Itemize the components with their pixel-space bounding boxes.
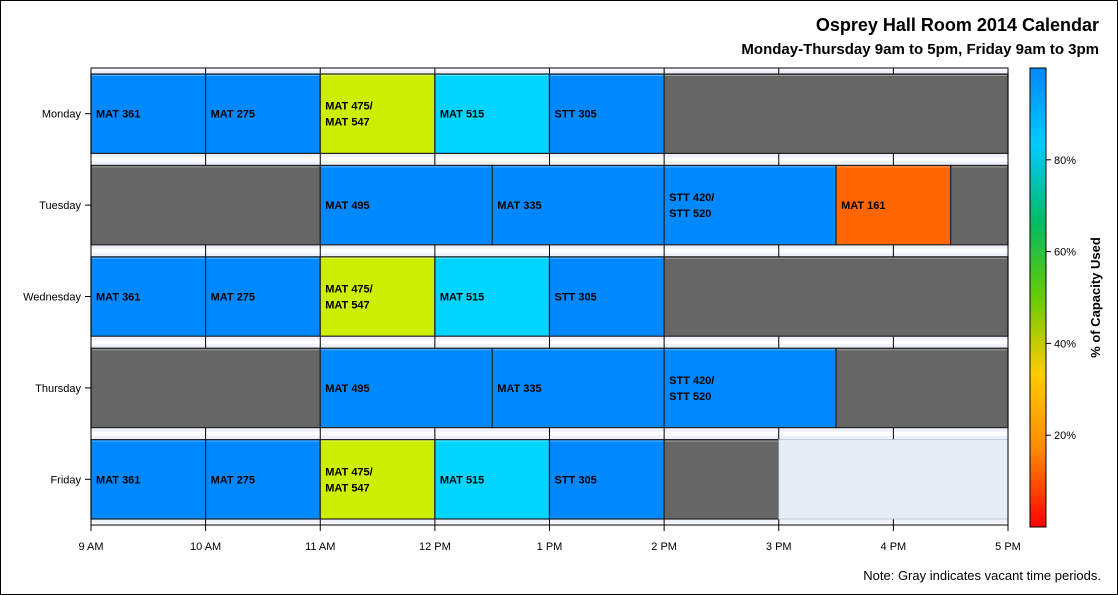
block-label: MAT 515 bbox=[440, 292, 484, 304]
block-label: STT 520 bbox=[669, 391, 711, 403]
x-tick-label: 5 PM bbox=[995, 541, 1021, 553]
x-tick-label: 3 PM bbox=[766, 541, 792, 553]
y-tick-label: Monday bbox=[42, 109, 82, 121]
block-label: MAT 475/ bbox=[325, 284, 372, 296]
vacant-block bbox=[90, 164, 321, 246]
colorbar-tick-label: 40% bbox=[1054, 338, 1076, 350]
vacant-block bbox=[950, 164, 1009, 246]
colorbar-tick-label: 20% bbox=[1054, 430, 1076, 442]
chart-subtitle: Monday-Thursday 9am to 5pm, Friday 9am t… bbox=[741, 41, 1099, 58]
x-tick-label: 12 PM bbox=[419, 541, 451, 553]
class-block bbox=[434, 439, 551, 520]
class-block bbox=[548, 73, 665, 155]
vacant-block bbox=[835, 347, 1009, 429]
block-label: STT 520 bbox=[669, 208, 711, 220]
block-label: STT 305 bbox=[555, 109, 597, 121]
block-label: MAT 275 bbox=[211, 109, 255, 121]
block-label: MAT 547 bbox=[325, 482, 369, 494]
block-label: MAT 475/ bbox=[325, 101, 372, 113]
y-tick-label: Friday bbox=[50, 474, 81, 486]
block-label: MAT 275 bbox=[211, 292, 255, 304]
vacant-block bbox=[663, 256, 1009, 337]
vacant-block bbox=[90, 347, 321, 429]
block-label: MAT 515 bbox=[440, 109, 484, 121]
y-tick-label: Thursday bbox=[35, 383, 81, 395]
x-tick-label: 2 PM bbox=[651, 541, 677, 553]
block-label: MAT 475/ bbox=[325, 466, 372, 478]
vacant-block bbox=[663, 439, 780, 520]
colorbar-title: % of Capacity Used bbox=[1088, 237, 1103, 358]
y-tick-label: Tuesday bbox=[39, 200, 81, 212]
class-block bbox=[319, 439, 436, 520]
y-tick-label: Wednesday bbox=[23, 292, 81, 304]
block-label: STT 420/ bbox=[669, 192, 714, 204]
class-block bbox=[205, 256, 321, 337]
class-block bbox=[319, 73, 436, 155]
class-block bbox=[90, 439, 207, 520]
x-tick-label: 1 PM bbox=[537, 541, 563, 553]
x-tick-label: 4 PM bbox=[881, 541, 907, 553]
class-block bbox=[663, 164, 837, 246]
vacant-block bbox=[663, 73, 1009, 155]
class-block bbox=[205, 73, 321, 155]
class-block bbox=[548, 256, 665, 337]
block-label: MAT 547 bbox=[325, 117, 369, 129]
block-label: STT 420/ bbox=[669, 375, 714, 387]
class-block bbox=[90, 256, 207, 337]
x-tick-label: 10 AM bbox=[190, 541, 221, 553]
block-label: MAT 361 bbox=[96, 474, 140, 486]
x-tick-label: 11 AM bbox=[305, 541, 335, 553]
block-label: MAT 275 bbox=[211, 474, 255, 486]
class-block bbox=[434, 256, 551, 337]
chart-title: Osprey Hall Room 2014 Calendar bbox=[815, 15, 1099, 35]
block-label: MAT 361 bbox=[96, 292, 140, 304]
class-block bbox=[663, 347, 837, 429]
colorbar bbox=[1029, 67, 1047, 528]
block-label: MAT 335 bbox=[497, 383, 541, 395]
class-block bbox=[491, 164, 665, 246]
class-block bbox=[319, 256, 436, 337]
colorbar-tick-label: 60% bbox=[1054, 247, 1076, 259]
block-label: MAT 361 bbox=[96, 109, 140, 121]
colorbar-tick-label: 80% bbox=[1054, 155, 1076, 167]
class-block bbox=[319, 164, 493, 246]
block-label: MAT 335 bbox=[497, 200, 541, 212]
block-label: MAT 495 bbox=[325, 200, 369, 212]
block-label: MAT 547 bbox=[325, 300, 369, 312]
unscheduled-block bbox=[778, 439, 1009, 520]
x-tick-label: 9 AM bbox=[78, 541, 103, 553]
class-block bbox=[205, 439, 321, 520]
class-block bbox=[434, 73, 551, 155]
chart-note: Note: Gray indicates vacant time periods… bbox=[863, 568, 1101, 583]
block-label: MAT 515 bbox=[440, 474, 484, 486]
class-block bbox=[491, 347, 665, 429]
block-label: MAT 495 bbox=[325, 383, 369, 395]
block-label: MAT 161 bbox=[841, 200, 885, 212]
block-label: STT 305 bbox=[555, 474, 597, 486]
class-block bbox=[835, 164, 952, 246]
block-label: STT 305 bbox=[555, 292, 597, 304]
class-block bbox=[548, 439, 665, 520]
